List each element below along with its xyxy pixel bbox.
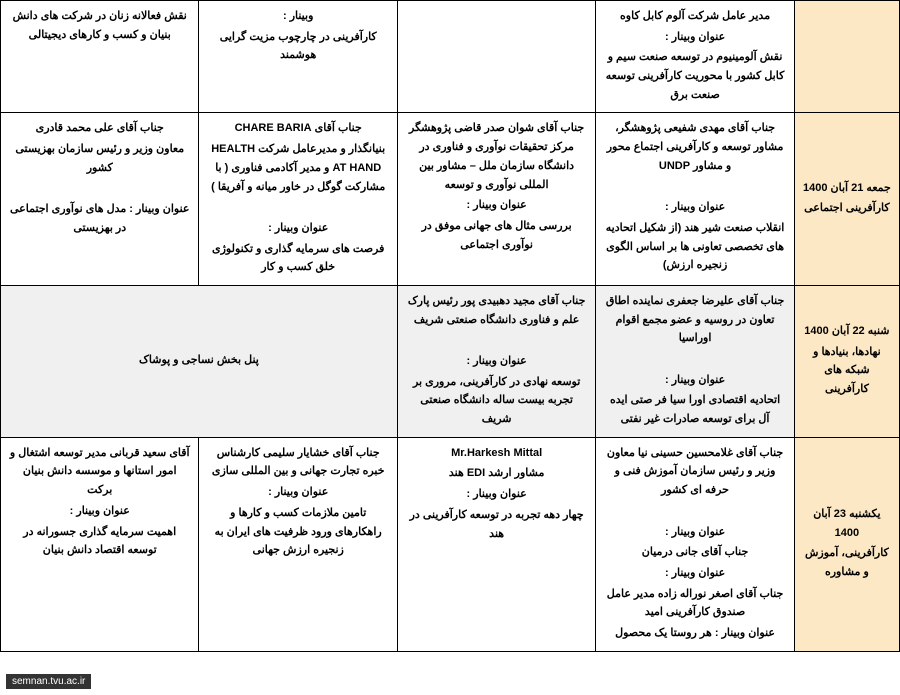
date-line: شنبه 22 آبان 1400 bbox=[803, 322, 891, 341]
cell-line: کارآفرینی در چارچوب مزیت گرایی هوشمند bbox=[207, 28, 388, 65]
cell-line: عنوان وبینار : bbox=[207, 483, 388, 502]
cell-line: تامین ملازمات کسب و کارها و راهکارهای ور… bbox=[207, 504, 388, 560]
cell-line bbox=[9, 180, 190, 199]
cell-line: اهمیت سرمایه گذاری جسورانه در توسعه اقتص… bbox=[9, 523, 190, 560]
date-cell: جمعه 21 آبان 1400کارآفرینی اجتماعی bbox=[794, 113, 899, 286]
date-line: یکشنبه 23 آبان 1400 bbox=[803, 505, 891, 542]
cell-line: جناب آقای علیرضا جعفری نماینده اطاق تعاو… bbox=[604, 292, 785, 348]
date-cell: شنبه 22 آبان 1400 نهادها، بنیادها و شبکه … bbox=[794, 285, 899, 437]
cell-line: بررسی مثال های جهانی موفق در نوآوری اجتم… bbox=[406, 217, 587, 254]
cell-line bbox=[604, 178, 785, 197]
cell-line: عنوان وبینار : مدل های نوآوری اجتماعی در… bbox=[9, 200, 190, 237]
content-cell: جناب آقای علیرضا جعفری نماینده اطاق تعاو… bbox=[596, 285, 794, 437]
table-row: شنبه 22 آبان 1400 نهادها، بنیادها و شبکه … bbox=[1, 285, 900, 437]
cell-line: آقای سعید قربانی مدیر توسعه اشتغال و امو… bbox=[9, 444, 190, 500]
content-cell: جناب آقای خشایار سلیمی کارشناس خبره تجار… bbox=[199, 437, 397, 651]
date-line: کارآفرینی، آموزش و مشاوره bbox=[803, 544, 891, 581]
cell-line: عنوان وبینار : bbox=[604, 198, 785, 217]
cell-line: عنوان وبینار : bbox=[9, 502, 190, 521]
table-row: مدیر عامل شرکت آلوم کابل کاوه عنوان وبینا… bbox=[1, 1, 900, 113]
cell-line bbox=[207, 198, 388, 217]
cell-line: جناب آقای خشایار سلیمی کارشناس خبره تجار… bbox=[207, 444, 388, 481]
cell-line: جناب آقای مهدی شفیعی پژوهشگر، مشاور توسع… bbox=[604, 119, 785, 175]
date-line: نهادها، بنیادها و شبکه های کارآفرینی bbox=[803, 343, 891, 399]
watermark: semnan.tvu.ac.ir bbox=[6, 674, 91, 689]
cell-line: انقلاب صنعت شیر هند (از شکیل اتحادیه های… bbox=[604, 219, 785, 275]
date-line: کارآفرینی اجتماعی bbox=[803, 199, 891, 218]
cell-line: جناب آقای شوان صدر قاضی پژوهشگر مرکز تحق… bbox=[406, 119, 587, 194]
cell-line: جناب آقای مجید دهبیدی پور رئیس پارک علم … bbox=[406, 292, 587, 329]
cell-line: مشاور ارشد EDI هند bbox=[406, 464, 587, 483]
cell-line: جناب آقای علی محمد قادری bbox=[9, 119, 190, 138]
cell-line: عنوان وبینار : هر روستا یک محصول bbox=[604, 624, 785, 643]
content-cell: Mr.Harkesh Mittalمشاور ارشد EDI هند عنوان… bbox=[397, 437, 595, 651]
cell-line: جناب آقای غلامحسین حسینی نیا معاون وزیر … bbox=[604, 444, 785, 500]
cell-line: عنوان وبینار : bbox=[604, 371, 785, 390]
content-cell: نقش فعالانه زنان در شرکت های دانش بنیان … bbox=[1, 1, 199, 113]
cell-line bbox=[604, 350, 785, 369]
content-cell: جناب آقای شوان صدر قاضی پژوهشگر مرکز تحق… bbox=[397, 113, 595, 286]
date-cell bbox=[794, 1, 899, 113]
cell-line: فرصت های سرمایه گذاری و تکنولوژی خلق کسب… bbox=[207, 240, 388, 277]
cell-line: معاون وزیر و رئیس سازمان بهزیستی کشور bbox=[9, 140, 190, 177]
cell-line: عنوان وبینار : bbox=[604, 523, 785, 542]
cell-line: عنوان وبینار : bbox=[207, 219, 388, 238]
cell-line bbox=[406, 331, 587, 350]
cell-line: Mr.Harkesh Mittal bbox=[406, 444, 587, 463]
cell-line: عنوان وبینار : bbox=[604, 28, 785, 47]
content-cell: جناب آقای علی محمد قادری معاون وزیر و رئی… bbox=[1, 113, 199, 286]
content-cell: مدیر عامل شرکت آلوم کابل کاوه عنوان وبینا… bbox=[596, 1, 794, 113]
cell-line: نقش آلومینیوم در توسعه صنعت سیم و کابل ک… bbox=[604, 48, 785, 104]
cell-line: اتحادیه اقتصادی اورا سیا فر صتی ایده آل … bbox=[604, 391, 785, 428]
schedule-table: مدیر عامل شرکت آلوم کابل کاوه عنوان وبینا… bbox=[0, 0, 900, 652]
cell-line: مدیر عامل شرکت آلوم کابل کاوه bbox=[604, 7, 785, 26]
cell-line: عنوان وبینار : bbox=[406, 352, 587, 371]
cell-line: توسعه نهادی در کارآفرینی، مروری بر تجربه… bbox=[406, 373, 587, 429]
content-cell: پنل بخش نساجی و پوشاک bbox=[1, 285, 398, 437]
content-cell: آقای سعید قربانی مدیر توسعه اشتغال و امو… bbox=[1, 437, 199, 651]
cell-line: جناب آقای CHARE BARIA bbox=[207, 119, 388, 138]
content-cell: جناب آقای CHARE BARIA بنیانگذار و مدیرعام… bbox=[199, 113, 397, 286]
date-cell: یکشنبه 23 آبان 1400کارآفرینی، آموزش و مش… bbox=[794, 437, 899, 651]
cell-line: جناب آقای اصغر نوراله زاده مدیر عامل صند… bbox=[604, 585, 785, 622]
cell-line: پنل بخش نساجی و پوشاک bbox=[9, 351, 389, 370]
content-cell: وبینار : کارآفرینی در چارچوب مزیت گرایی ه… bbox=[199, 1, 397, 113]
cell-line bbox=[604, 502, 785, 521]
cell-line: عنوان وبینار : bbox=[604, 564, 785, 583]
content-cell: جناب آقای مهدی شفیعی پژوهشگر، مشاور توسع… bbox=[596, 113, 794, 286]
content-cell bbox=[397, 1, 595, 113]
content-cell: جناب آقای غلامحسین حسینی نیا معاون وزیر … bbox=[596, 437, 794, 651]
content-cell: جناب آقای مجید دهبیدی پور رئیس پارک علم … bbox=[397, 285, 595, 437]
cell-line: بنیانگذار و مدیرعامل شرکت HEALTH AT HAND… bbox=[207, 140, 388, 196]
cell-line: عنوان وبینار : bbox=[406, 485, 587, 504]
cell-line: جناب آقای جانی درمیان bbox=[604, 543, 785, 562]
table-row: جمعه 21 آبان 1400کارآفرینی اجتماعیجناب آ… bbox=[1, 113, 900, 286]
cell-line: عنوان وبینار : bbox=[406, 196, 587, 215]
cell-line: نقش فعالانه زنان در شرکت های دانش بنیان … bbox=[9, 7, 190, 44]
date-line: جمعه 21 آبان 1400 bbox=[803, 179, 891, 198]
cell-line: وبینار : bbox=[207, 7, 388, 26]
cell-line: چهار دهه تجربه در توسعه کارآفرینی در هند bbox=[406, 506, 587, 543]
table-row: یکشنبه 23 آبان 1400کارآفرینی، آموزش و مش… bbox=[1, 437, 900, 651]
